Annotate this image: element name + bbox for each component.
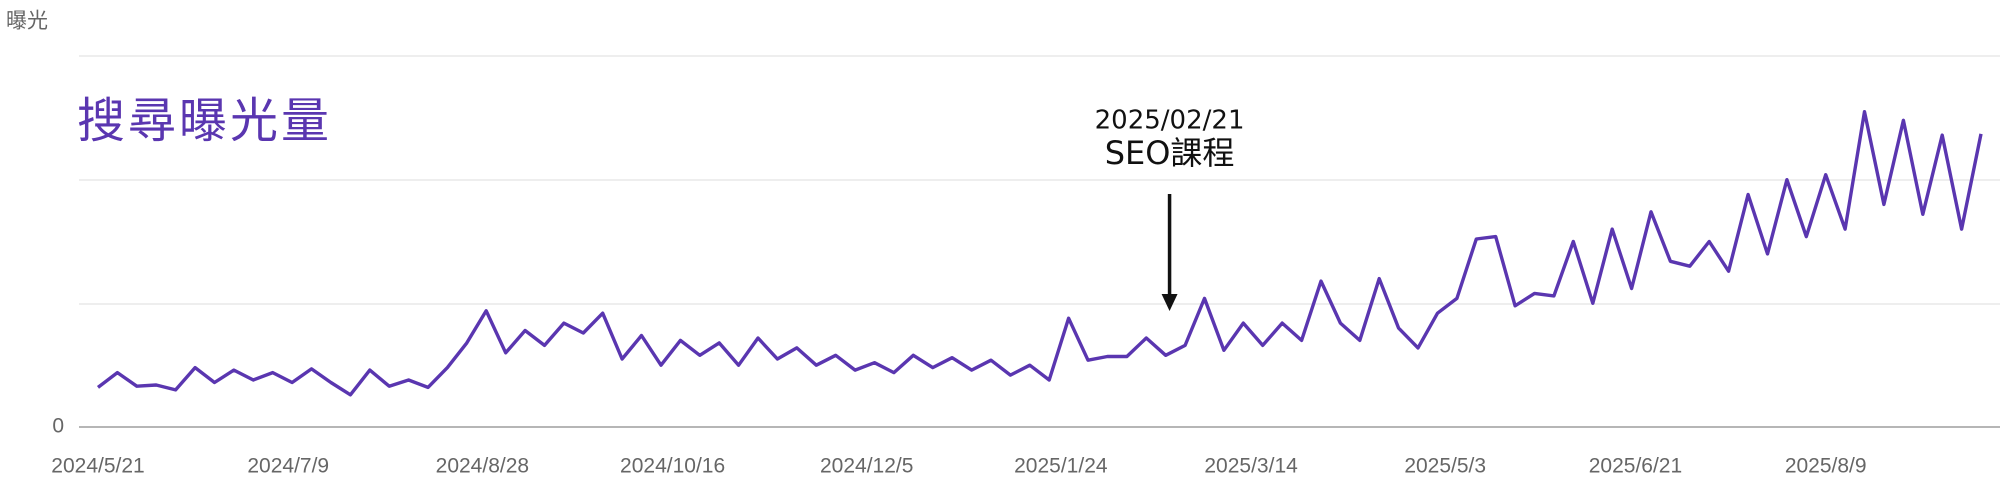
x-tick-label: 2024/8/28 <box>436 455 529 478</box>
x-tick-label: 2025/8/9 <box>1785 455 1867 478</box>
x-tick-label: 2024/5/21 <box>51 455 144 478</box>
x-tick-label: 2024/7/9 <box>247 455 329 478</box>
x-tick-label: 2024/12/5 <box>820 455 913 478</box>
annotation-date: 2025/02/21 <box>1095 106 1245 136</box>
x-tick-label: 2024/10/16 <box>620 455 725 478</box>
y-tick-label: 0 <box>52 415 64 438</box>
x-tick-label: 2025/3/14 <box>1204 455 1298 478</box>
annotation-arrowhead <box>1161 294 1178 311</box>
line <box>96 110 1983 397</box>
annotation-text: SEO課程 <box>1105 134 1235 172</box>
chart-title: 搜尋曝光量 <box>77 93 332 149</box>
y-axis-label: 曝光 <box>6 10 48 33</box>
x-tick-label: 2025/1/24 <box>1014 455 1108 478</box>
x-tick-label: 2025/5/3 <box>1404 455 1486 478</box>
x-tick-label: 2025/6/21 <box>1589 455 1682 478</box>
